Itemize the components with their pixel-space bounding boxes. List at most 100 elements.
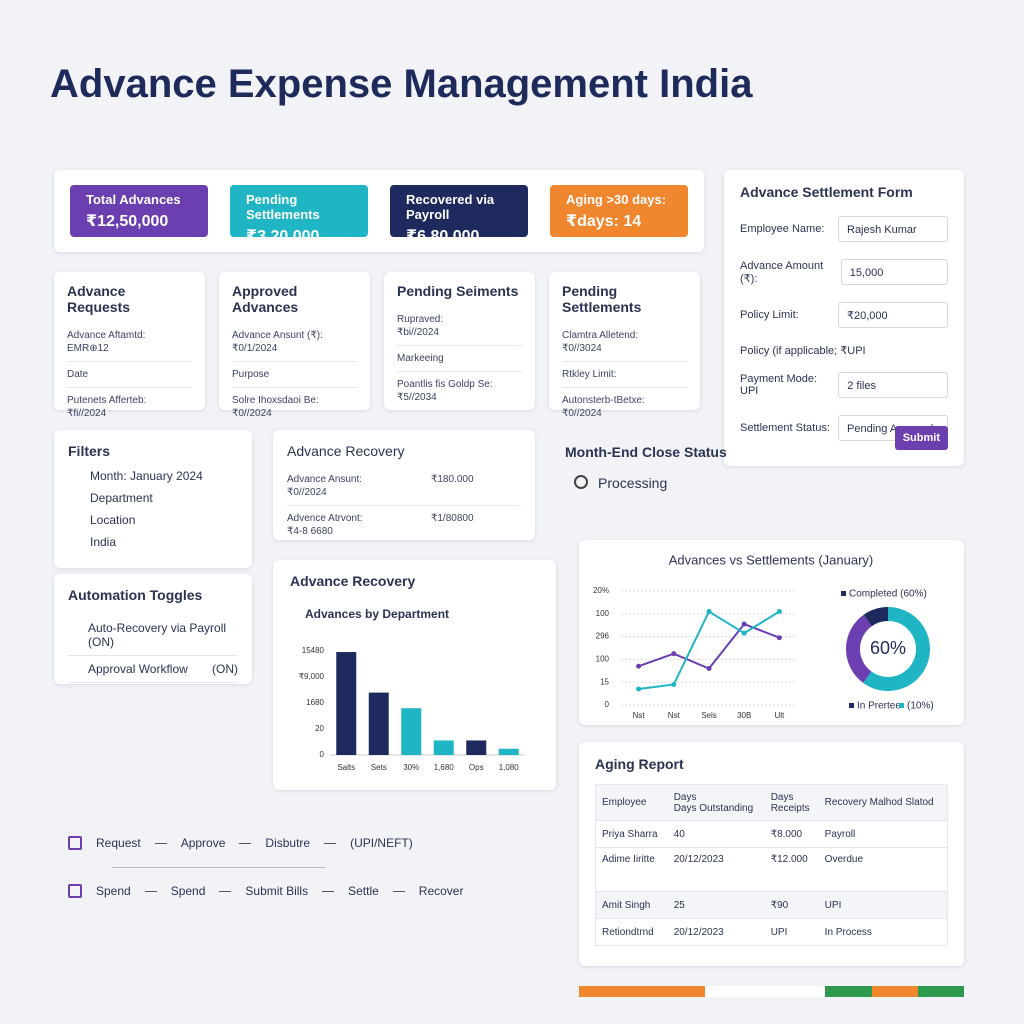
bar — [498, 748, 519, 755]
settlement-form: Advance Settlement Form Employee Name: Raj… — [724, 170, 964, 466]
card-text: Markeeing — [397, 353, 444, 364]
table-cell: In Process — [818, 918, 948, 946]
field-input[interactable]: 2 files — [838, 372, 948, 398]
card-title: Pending Settlements — [562, 283, 642, 315]
x-tick-label: 1,080 — [499, 763, 520, 772]
recovery-title: Advance Recovery — [287, 443, 405, 459]
card-text: Rtkley Limit: — [562, 369, 617, 380]
card-item: Clamtra Alletend: ₹0//3024 — [562, 323, 687, 362]
form-field: Employee Name: Rajesh Kumar — [740, 212, 948, 246]
table-cell: UPI — [764, 918, 819, 946]
header-cell: Days Receipts — [764, 784, 819, 821]
legend-swatch — [899, 703, 904, 708]
y-tick-label: 20 — [315, 724, 324, 733]
bar — [401, 708, 422, 755]
filter-item[interactable]: Location — [90, 513, 136, 527]
table-cell: Priya Sharra — [595, 820, 668, 848]
info-card: Advance Requests Advance Aftamtd: EMR⊕12 Da… — [54, 272, 205, 419]
recovery-amount: ₹180.000 — [431, 474, 474, 485]
card-text: ₹0//2024 — [232, 408, 272, 419]
kpi-value: ₹12,50,000 — [86, 213, 169, 230]
filter-item[interactable]: Department — [90, 491, 153, 505]
aging-title: Aging Report — [595, 756, 684, 772]
aging-table: Employee Days Days Outstanding Days Receip… — [595, 784, 948, 946]
recovery-label: Advance Ansunt: ₹0//2024 — [287, 473, 362, 499]
card-text: ₹0/1/2024 — [232, 343, 278, 354]
flow-step: Recover — [418, 884, 464, 898]
card-text: EMR⊕12 — [67, 343, 109, 354]
x-tick-label: 1,680 — [434, 763, 455, 772]
y-tick-label: 100 — [596, 655, 610, 664]
table-cell: ₹12.000 — [764, 847, 819, 892]
header-cell: Employee — [595, 784, 668, 821]
kpi-label: Recovered via Payroll — [406, 192, 495, 222]
flow-arrow — [239, 842, 252, 844]
card-text: ₹fi//2024 — [67, 408, 107, 419]
card-item: Purpose — [232, 362, 357, 388]
field-label: Employee Name: — [740, 223, 825, 235]
x-tick-label: Ult — [775, 711, 786, 720]
aging-panel: Aging Report Employee Days Days Outstandin… — [579, 742, 964, 966]
table-cell: Payroll — [818, 820, 948, 848]
filter-item[interactable]: India — [90, 535, 117, 549]
table-cell: Adime Iiritte — [595, 847, 668, 892]
form-field: Policy Limit: ₹20,000 — [740, 298, 948, 332]
info-card: Pending Settlements Clamtra Alletend: ₹0//… — [549, 272, 700, 419]
card-text: Rupraved: — [397, 314, 444, 325]
page-title: Advance Expense Management India — [50, 62, 753, 106]
toggle-text: (ON) — [212, 662, 238, 676]
toggle-row[interactable]: Approval Workflow (ON) — [68, 656, 238, 683]
flag-stripe — [872, 986, 918, 997]
kpi-label: Total Advances — [86, 192, 181, 207]
card-item: Putenets Afferteb: ₹fi//2024 — [67, 388, 192, 426]
table-cell: 40 — [667, 820, 765, 848]
series-point — [671, 681, 677, 687]
recovery-text: ₹0//2024 — [287, 487, 327, 498]
chart-title: Advances by Department — [305, 607, 449, 621]
kpi-card: Aging >30 days: ₹days: 14 — [550, 185, 688, 237]
recovery-panel: Advance Recovery Advance Ansunt: ₹0//2024 ₹… — [273, 430, 535, 540]
chart-title: Advances vs Settlements (January) — [669, 552, 873, 567]
series-line — [638, 610, 780, 691]
flow-arrow — [322, 890, 335, 892]
flow-step: Disbutre — [265, 836, 311, 850]
bar — [336, 652, 357, 755]
flow-arrow — [219, 890, 232, 892]
y-tick-label: 15 — [600, 677, 609, 686]
toggle-row[interactable]: Auto-Recovery via Payroll (ON) — [68, 615, 238, 656]
line-panel: Advances vs Settlements (January) 0 15 100 2… — [579, 540, 964, 725]
bar-panel-title: Advance Recovery — [290, 573, 416, 589]
recovery-text: Advence Atrvont: — [287, 513, 363, 524]
filter-item[interactable]: Month: January 2024 — [90, 469, 203, 483]
status-icon — [574, 475, 588, 489]
flow-step: Submit Bills — [245, 884, 309, 898]
submit-button[interactable]: Submit — [894, 426, 948, 450]
card-item: Autonsterb-tBetxe: ₹0//2024 — [562, 388, 687, 426]
flow-divider — [112, 867, 326, 868]
y-tick-label: 100 — [596, 609, 610, 618]
legend-label: Completed (60%) — [849, 589, 927, 600]
legend-label: (10%) — [907, 701, 934, 712]
month-end-title: Month-End Close Status — [565, 444, 727, 460]
flow-arrow — [392, 890, 405, 892]
field-input[interactable]: Rajesh Kumar — [838, 216, 948, 242]
field-input[interactable]: 15,000 — [840, 259, 948, 285]
field-input[interactable]: ₹20,000 — [838, 302, 948, 328]
series-line — [638, 622, 780, 670]
card-text: Date — [67, 369, 89, 380]
x-tick-label: 30% — [403, 763, 419, 772]
card-text: Putenets Afferteb: — [67, 395, 147, 406]
field-label: Advance Amount (₹): — [740, 259, 824, 285]
table-cell: Retiondtrnd — [595, 918, 668, 946]
recovery-text: ₹4-8 6680 — [287, 526, 333, 537]
toggles-panel: Automation Toggles Auto-Recovery via Payr… — [54, 574, 252, 684]
y-tick-label: 1680 — [306, 698, 324, 707]
table-row: Adime Iiritte 20/12/2023 ₹12.000 Overdue — [595, 847, 948, 892]
x-tick-label: Salts — [337, 763, 355, 772]
bar — [466, 740, 487, 755]
series-point — [741, 630, 747, 636]
field-label: Settlement Status: — [740, 422, 830, 434]
card-item: Poantlis fis Goldp Se: ₹5//2034 — [397, 372, 522, 410]
y-tick-label: 20% — [593, 586, 609, 595]
